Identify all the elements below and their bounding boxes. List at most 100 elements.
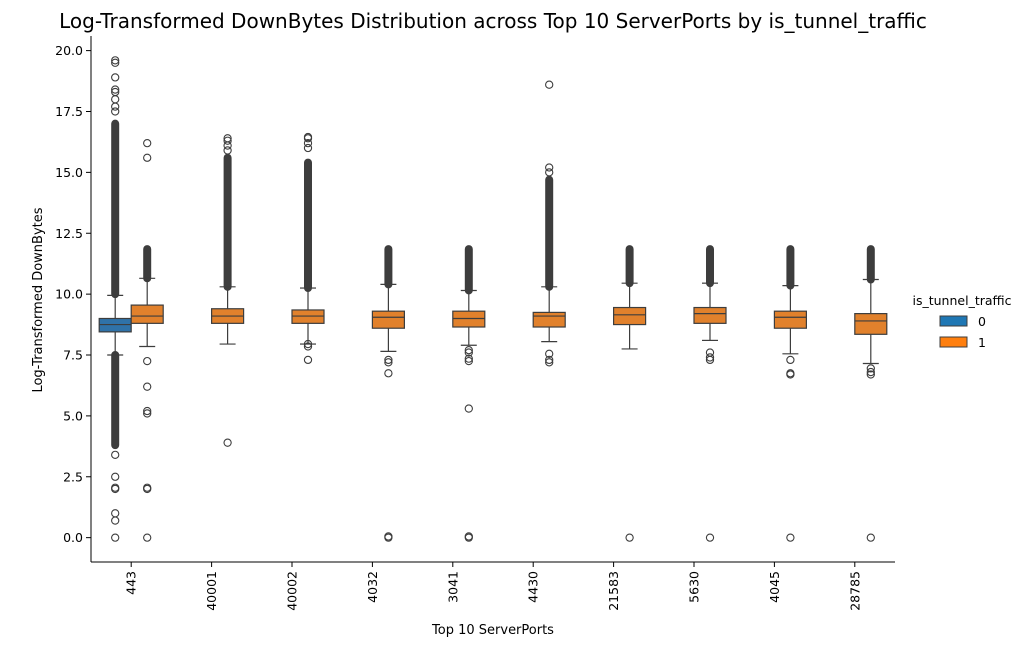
flier-point — [111, 73, 120, 82]
flier-point — [786, 355, 795, 365]
box-body — [98, 317, 132, 333]
box-body — [452, 310, 486, 328]
legend-swatch-1 — [939, 336, 968, 348]
flier-point — [384, 355, 393, 365]
flier-point — [111, 107, 120, 116]
flier-point — [143, 533, 152, 542]
y-tick-label: 15.0 — [55, 165, 83, 180]
flier-point — [143, 153, 152, 162]
flier-point — [303, 342, 313, 351]
flier-point — [464, 532, 473, 541]
x-tick-label: 4045 — [767, 571, 782, 603]
flier-point — [303, 339, 313, 349]
flier-band — [143, 245, 152, 283]
x-tick-label: 5630 — [687, 571, 702, 603]
legend-swatch-0 — [939, 315, 968, 327]
flier-band — [223, 153, 232, 291]
box-1-21583 — [612, 245, 647, 542]
flier-band — [786, 245, 795, 290]
y-tick-label: 0.0 — [63, 530, 83, 545]
legend-title: is_tunnel_traffic — [913, 293, 1012, 308]
plot-area: 0.0 2.5 5.0 7.5 10.0 12.5 15.0 17.5 20.0 443 40001… — [55, 36, 895, 611]
flier-band — [625, 245, 634, 288]
legend: is_tunnel_traffic 0 1 — [913, 293, 1012, 350]
flier-band — [545, 175, 554, 291]
flier-band — [706, 245, 714, 288]
y-axis-label: Log-Transformed DownBytes — [31, 207, 46, 392]
flier-point — [625, 533, 634, 542]
box-body — [693, 306, 727, 324]
box-body — [532, 311, 566, 328]
flier-point — [111, 472, 120, 481]
box-body — [612, 306, 647, 326]
box-1-443 — [130, 138, 164, 542]
flier-point — [143, 483, 152, 492]
x-tick-label: 40002 — [285, 571, 300, 611]
y-tick-label: 5.0 — [63, 408, 83, 423]
flier-point — [111, 102, 120, 111]
x-tick-label: 3041 — [445, 571, 460, 603]
flier-point — [705, 348, 715, 357]
flier-point — [303, 132, 313, 142]
y-tick-label: 2.5 — [63, 469, 83, 484]
flier-band — [111, 351, 120, 450]
flier-band — [111, 119, 120, 299]
box-1-40001 — [211, 134, 245, 447]
flier-point — [464, 348, 473, 357]
x-tick-label: 4032 — [365, 571, 380, 603]
y-tick-label: 7.5 — [63, 348, 83, 363]
flier-point — [111, 509, 120, 518]
flier-band — [464, 245, 473, 295]
flier-point — [143, 138, 152, 148]
flier-point — [545, 358, 554, 367]
flier-point — [143, 382, 152, 391]
flier-point — [143, 356, 152, 366]
box-body — [773, 310, 808, 329]
flier-point — [705, 353, 715, 362]
flier-point — [111, 85, 120, 94]
flier-point — [384, 532, 393, 541]
legend-label-1: 1 — [978, 335, 986, 350]
flier-point — [866, 370, 875, 379]
flier-point — [111, 95, 120, 104]
flier-point — [223, 438, 232, 447]
y-tick-label: 12.5 — [55, 226, 83, 241]
x-tick-label: 40001 — [204, 571, 219, 611]
flier-point — [223, 136, 232, 145]
flier-point — [111, 450, 120, 460]
y-tick-label: 20.0 — [55, 43, 83, 58]
flier-band — [384, 245, 393, 289]
box-body — [371, 310, 405, 329]
flier-point — [111, 533, 120, 542]
flier-point — [786, 533, 795, 542]
box-1-4430 — [532, 80, 566, 367]
flier-point — [384, 369, 393, 378]
box-1-4032 — [371, 245, 405, 542]
flier-point — [223, 134, 232, 143]
flier-point — [464, 354, 473, 363]
flier-point — [786, 369, 795, 378]
box-body — [130, 304, 164, 324]
flier-point — [384, 358, 393, 367]
box-1-40002 — [291, 132, 325, 365]
flier-point — [545, 80, 554, 89]
flier-band — [304, 158, 312, 293]
flier-point — [303, 143, 313, 153]
box-1-5630 — [693, 245, 727, 542]
flier-point — [143, 406, 152, 416]
chart-title: Log-Transformed DownBytes Distribution a… — [59, 9, 927, 33]
box-0-443 — [98, 56, 132, 542]
flier-point — [464, 345, 473, 355]
flier-point — [223, 146, 232, 155]
flier-point — [866, 533, 875, 542]
flier-point — [866, 367, 875, 377]
flier-point — [111, 58, 120, 67]
legend-label-0: 0 — [978, 314, 986, 329]
x-tick-label: 28785 — [847, 571, 862, 611]
flier-band — [866, 245, 875, 284]
flier-point — [545, 349, 554, 358]
y-tick-label: 17.5 — [55, 104, 83, 119]
flier-point — [545, 168, 554, 177]
flier-point — [545, 355, 554, 365]
